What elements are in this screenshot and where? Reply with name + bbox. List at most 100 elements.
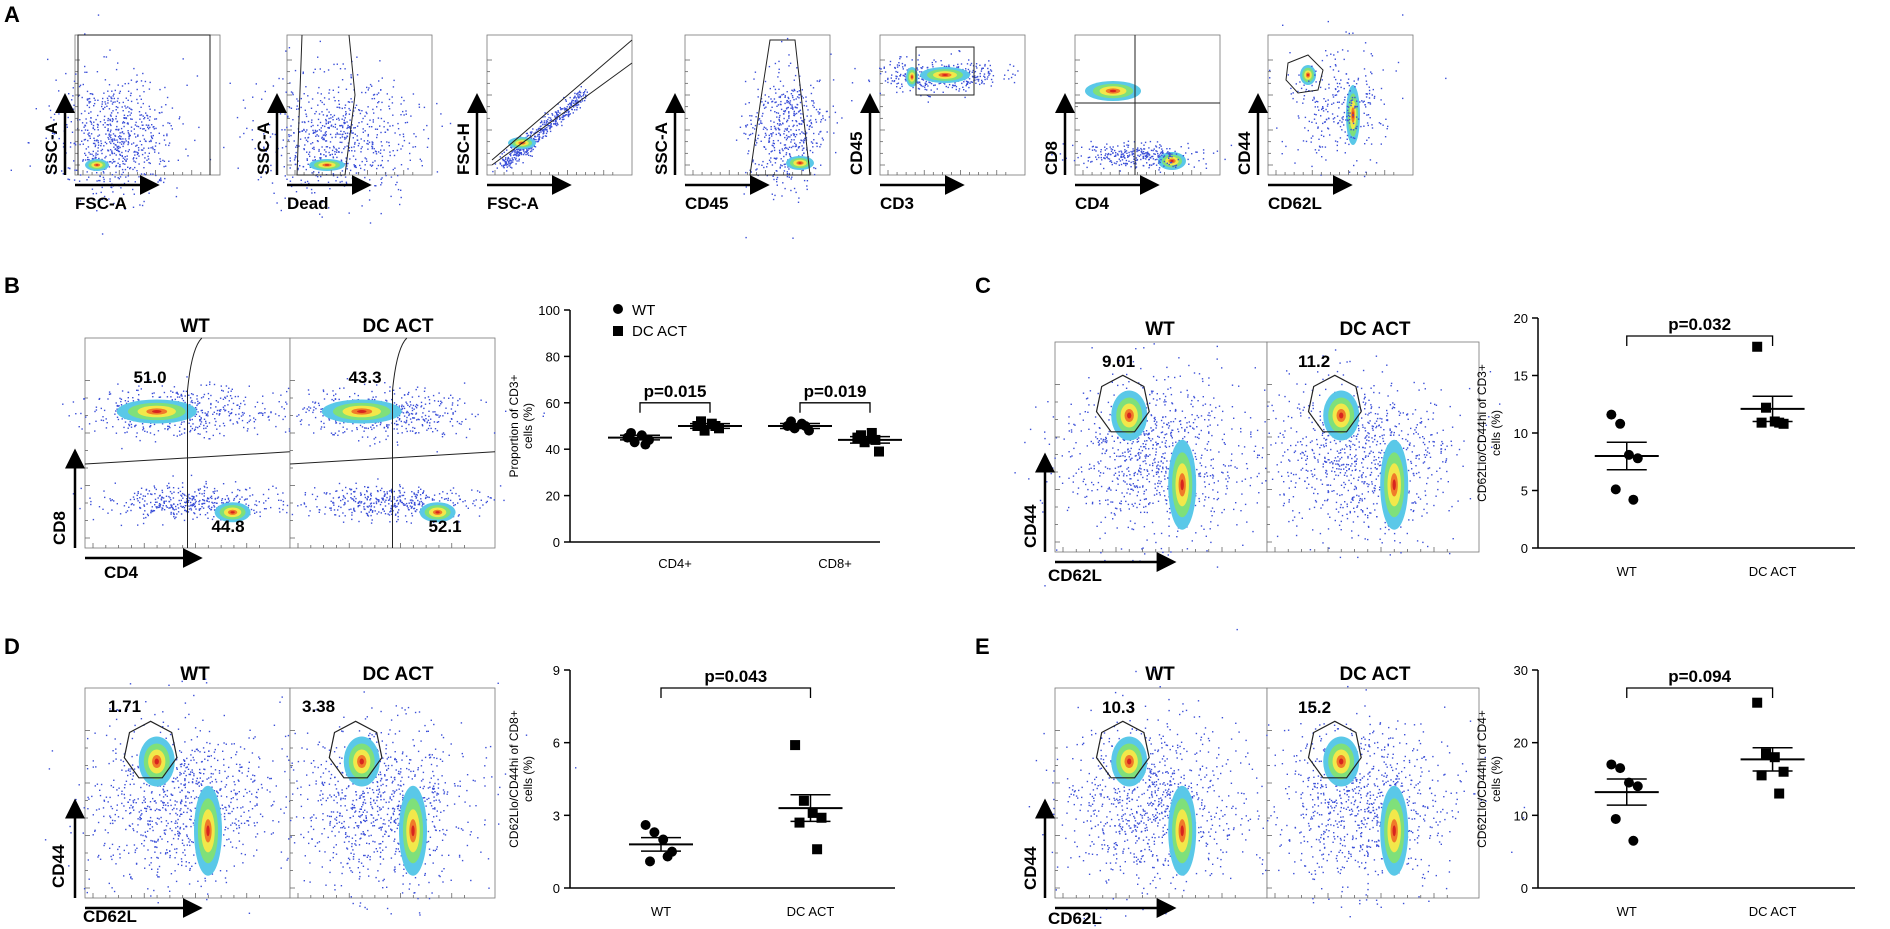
chart-b-point xyxy=(859,437,870,448)
chart-d-pvalue: p=0.043 xyxy=(704,667,767,686)
chart-b-ytick-label: 20 xyxy=(546,489,560,504)
chart-b-point xyxy=(786,416,796,427)
gating-plot-6-cloud xyxy=(1051,81,1233,173)
flow-d-plot-frame xyxy=(289,687,496,899)
chart-c-point xyxy=(1610,484,1621,495)
chart-b-ytick-label: 80 xyxy=(546,349,560,364)
chart-d-ytick-label: 3 xyxy=(553,808,560,823)
chart-b-xtick-label: CD8+ xyxy=(818,556,852,571)
flow-c-wt-pct: 9.01 xyxy=(1102,352,1135,371)
gating-plot-1-x-label: FSC-A xyxy=(75,194,127,213)
chart-e: 0 10 20 30 CD62Llo/CD44hi of CD4+ cells (%) WT… xyxy=(1475,663,1855,919)
flow-e-dcact-pct: 15.2 xyxy=(1298,698,1331,717)
panel-label-d: D xyxy=(4,634,20,659)
gating-plot-1-frame xyxy=(74,34,221,176)
flow-e-wt-pct: 10.3 xyxy=(1102,698,1135,717)
chart-c-xtick-label: WT xyxy=(1617,564,1637,579)
chart-b-cd8-pvalue: p=0.019 xyxy=(804,382,867,401)
gating-plot-7: CD62L CD44 xyxy=(1235,14,1447,213)
flow-c-plot-cloud xyxy=(1014,343,1301,631)
flow-c-xlabel: CD62L xyxy=(1048,566,1102,585)
gate-cells xyxy=(77,34,211,175)
chart-b-cd4-bracket xyxy=(639,402,711,413)
chart-e-point xyxy=(1615,763,1626,774)
panel-label-b: B xyxy=(4,273,20,298)
flow-b-plots xyxy=(62,337,545,568)
chart-e-xtick-label: WT xyxy=(1617,904,1637,919)
gate-cd3 xyxy=(915,46,975,96)
chart-c-point xyxy=(1623,449,1634,460)
flow-b-title-wt: WT xyxy=(180,316,210,337)
flow-c-plot-frame xyxy=(1054,341,1268,553)
chart-b-legend-wt-marker xyxy=(613,304,623,314)
gating-plot-7-cloud xyxy=(1269,14,1447,189)
gate-live xyxy=(296,34,356,176)
chart-d-point xyxy=(816,812,827,823)
flow-c-title-wt: WT xyxy=(1145,319,1175,340)
flow-b-plot-cloud xyxy=(62,376,298,527)
flow-e-ylabel: CD44 xyxy=(1021,846,1040,890)
gating-plot-5-x-label: CD3 xyxy=(880,194,914,213)
chart-e-xtick-label: DC ACT xyxy=(1749,904,1797,919)
flow-e-gate xyxy=(1095,720,1150,779)
flow-e-plot-dcact xyxy=(1221,685,1526,918)
chart-d-point xyxy=(645,856,655,867)
chart-d-bracket xyxy=(660,687,812,698)
gating-plot-3-x-label: FSC-A xyxy=(487,194,539,213)
flow-d-gate xyxy=(123,720,178,779)
chart-c-point xyxy=(1632,453,1643,464)
flow-b: WT DC ACT 51.0 44.8 43.3 52.1 CD4 CD8 xyxy=(50,316,545,582)
flow-b-wt-cd4-pct: 44.8 xyxy=(211,517,244,536)
chart-b-legend-dcact: DC ACT xyxy=(632,323,687,340)
chart-c-pvalue: p=0.032 xyxy=(1668,315,1731,334)
chart-e-ytick-label: 10 xyxy=(1514,808,1528,823)
gating-plot-5: CD3 CD45 xyxy=(847,34,1026,213)
flow-b-xlabel: CD4 xyxy=(104,563,139,582)
flow-d-ylabel: CD44 xyxy=(49,844,68,888)
chart-c-point xyxy=(1756,417,1767,428)
gating-plot-4-cloud xyxy=(735,37,853,239)
flow-e-xlabel: CD62L xyxy=(1048,909,1102,928)
chart-c-ylabel-1: CD62Llo/CD44hi of CD3+ xyxy=(1475,364,1489,502)
flow-d-title-wt: WT xyxy=(180,664,210,685)
gating-plot-1-y-label: SSC-A xyxy=(42,122,61,175)
chart-d-point xyxy=(794,817,805,828)
chart-c-point xyxy=(1615,418,1626,429)
chart-e-point xyxy=(1760,748,1771,759)
chart-d-xtick-label: WT xyxy=(651,904,671,919)
chart-b-ytick-label: 40 xyxy=(546,442,560,457)
chart-e-point xyxy=(1774,788,1785,799)
gating-plot-5-y-label: CD45 xyxy=(847,132,866,175)
flow-c: WT DC ACT 9.01 11.2 CD62L CD44 xyxy=(1014,319,1501,631)
gating-plot-2-y-label: SSC-A xyxy=(254,122,273,175)
flow-b-plot-wt xyxy=(62,337,298,549)
flow-b-dcact-cd4-pct: 52.1 xyxy=(428,517,461,536)
chart-b-point xyxy=(856,430,866,441)
gating-plot-7-frame xyxy=(1267,34,1414,176)
flow-e-plot-wt xyxy=(1028,668,1268,927)
flow-e-title-wt: WT xyxy=(1145,664,1175,685)
flow-c-gate xyxy=(1095,374,1150,433)
gating-plot-7-x-label: CD62L xyxy=(1268,194,1322,213)
chart-b-point xyxy=(640,439,651,450)
chart-c-point xyxy=(1606,409,1617,420)
flow-b-quad-curve xyxy=(187,337,203,391)
gating-plot-2-frame xyxy=(286,34,433,176)
chart-b-point xyxy=(874,446,884,457)
chart-b-xtick-label: CD4+ xyxy=(658,556,692,571)
gating-plot-2-cloud xyxy=(194,40,452,224)
chart-e-point xyxy=(1769,752,1780,763)
chart-b-ylabel-1: Proportion of CD3+ xyxy=(507,374,521,477)
gating-plot-2: Dead SSC-A xyxy=(194,34,452,224)
chart-d-point xyxy=(798,795,809,806)
gating-strategy: FSC-ASSC-ADeadSSC-AFSC-AFSC-HCD45SSC-ACD… xyxy=(10,14,1447,239)
gate-cd44hi xyxy=(1285,54,1324,94)
chart-e-ylabel-1: CD62Llo/CD44hi of CD4+ xyxy=(1475,710,1489,848)
chart-c-point xyxy=(1760,402,1771,413)
chart-e-ytick-label: 0 xyxy=(1521,881,1528,896)
flow-d-dcact-pct: 3.38 xyxy=(302,697,335,716)
chart-b-ytick-label: 100 xyxy=(538,303,560,318)
chart-c-ytick-label: 10 xyxy=(1514,426,1528,441)
chart-e-point xyxy=(1756,770,1767,781)
gating-plot-3-y-label: FSC-H xyxy=(454,123,473,175)
